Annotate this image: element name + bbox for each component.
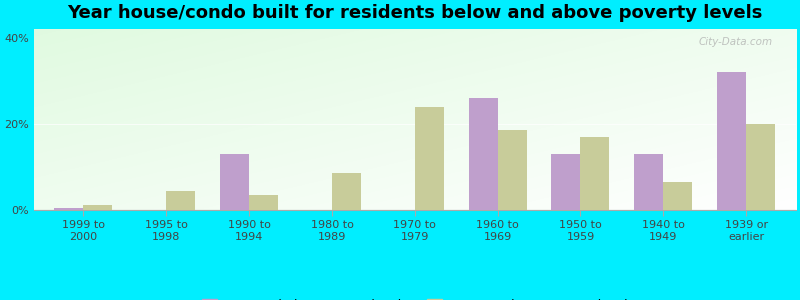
Bar: [581, 137, 610, 210]
Bar: [166, 190, 195, 210]
Bar: [663, 182, 692, 210]
Bar: [551, 154, 581, 210]
Legend: Owners below poverty level, Owners above poverty level: Owners below poverty level, Owners above…: [202, 299, 627, 300]
Bar: [332, 173, 361, 210]
Bar: [634, 154, 663, 210]
Bar: [220, 154, 249, 210]
Bar: [717, 72, 746, 210]
Bar: [249, 195, 278, 210]
Text: City-Data.com: City-Data.com: [699, 37, 773, 46]
Title: Year house/condo built for residents below and above poverty levels: Year house/condo built for residents bel…: [67, 4, 762, 22]
Bar: [415, 107, 444, 210]
Bar: [746, 124, 775, 210]
Bar: [469, 98, 498, 210]
Bar: [498, 130, 526, 210]
Bar: [83, 205, 113, 210]
Bar: [54, 208, 83, 210]
